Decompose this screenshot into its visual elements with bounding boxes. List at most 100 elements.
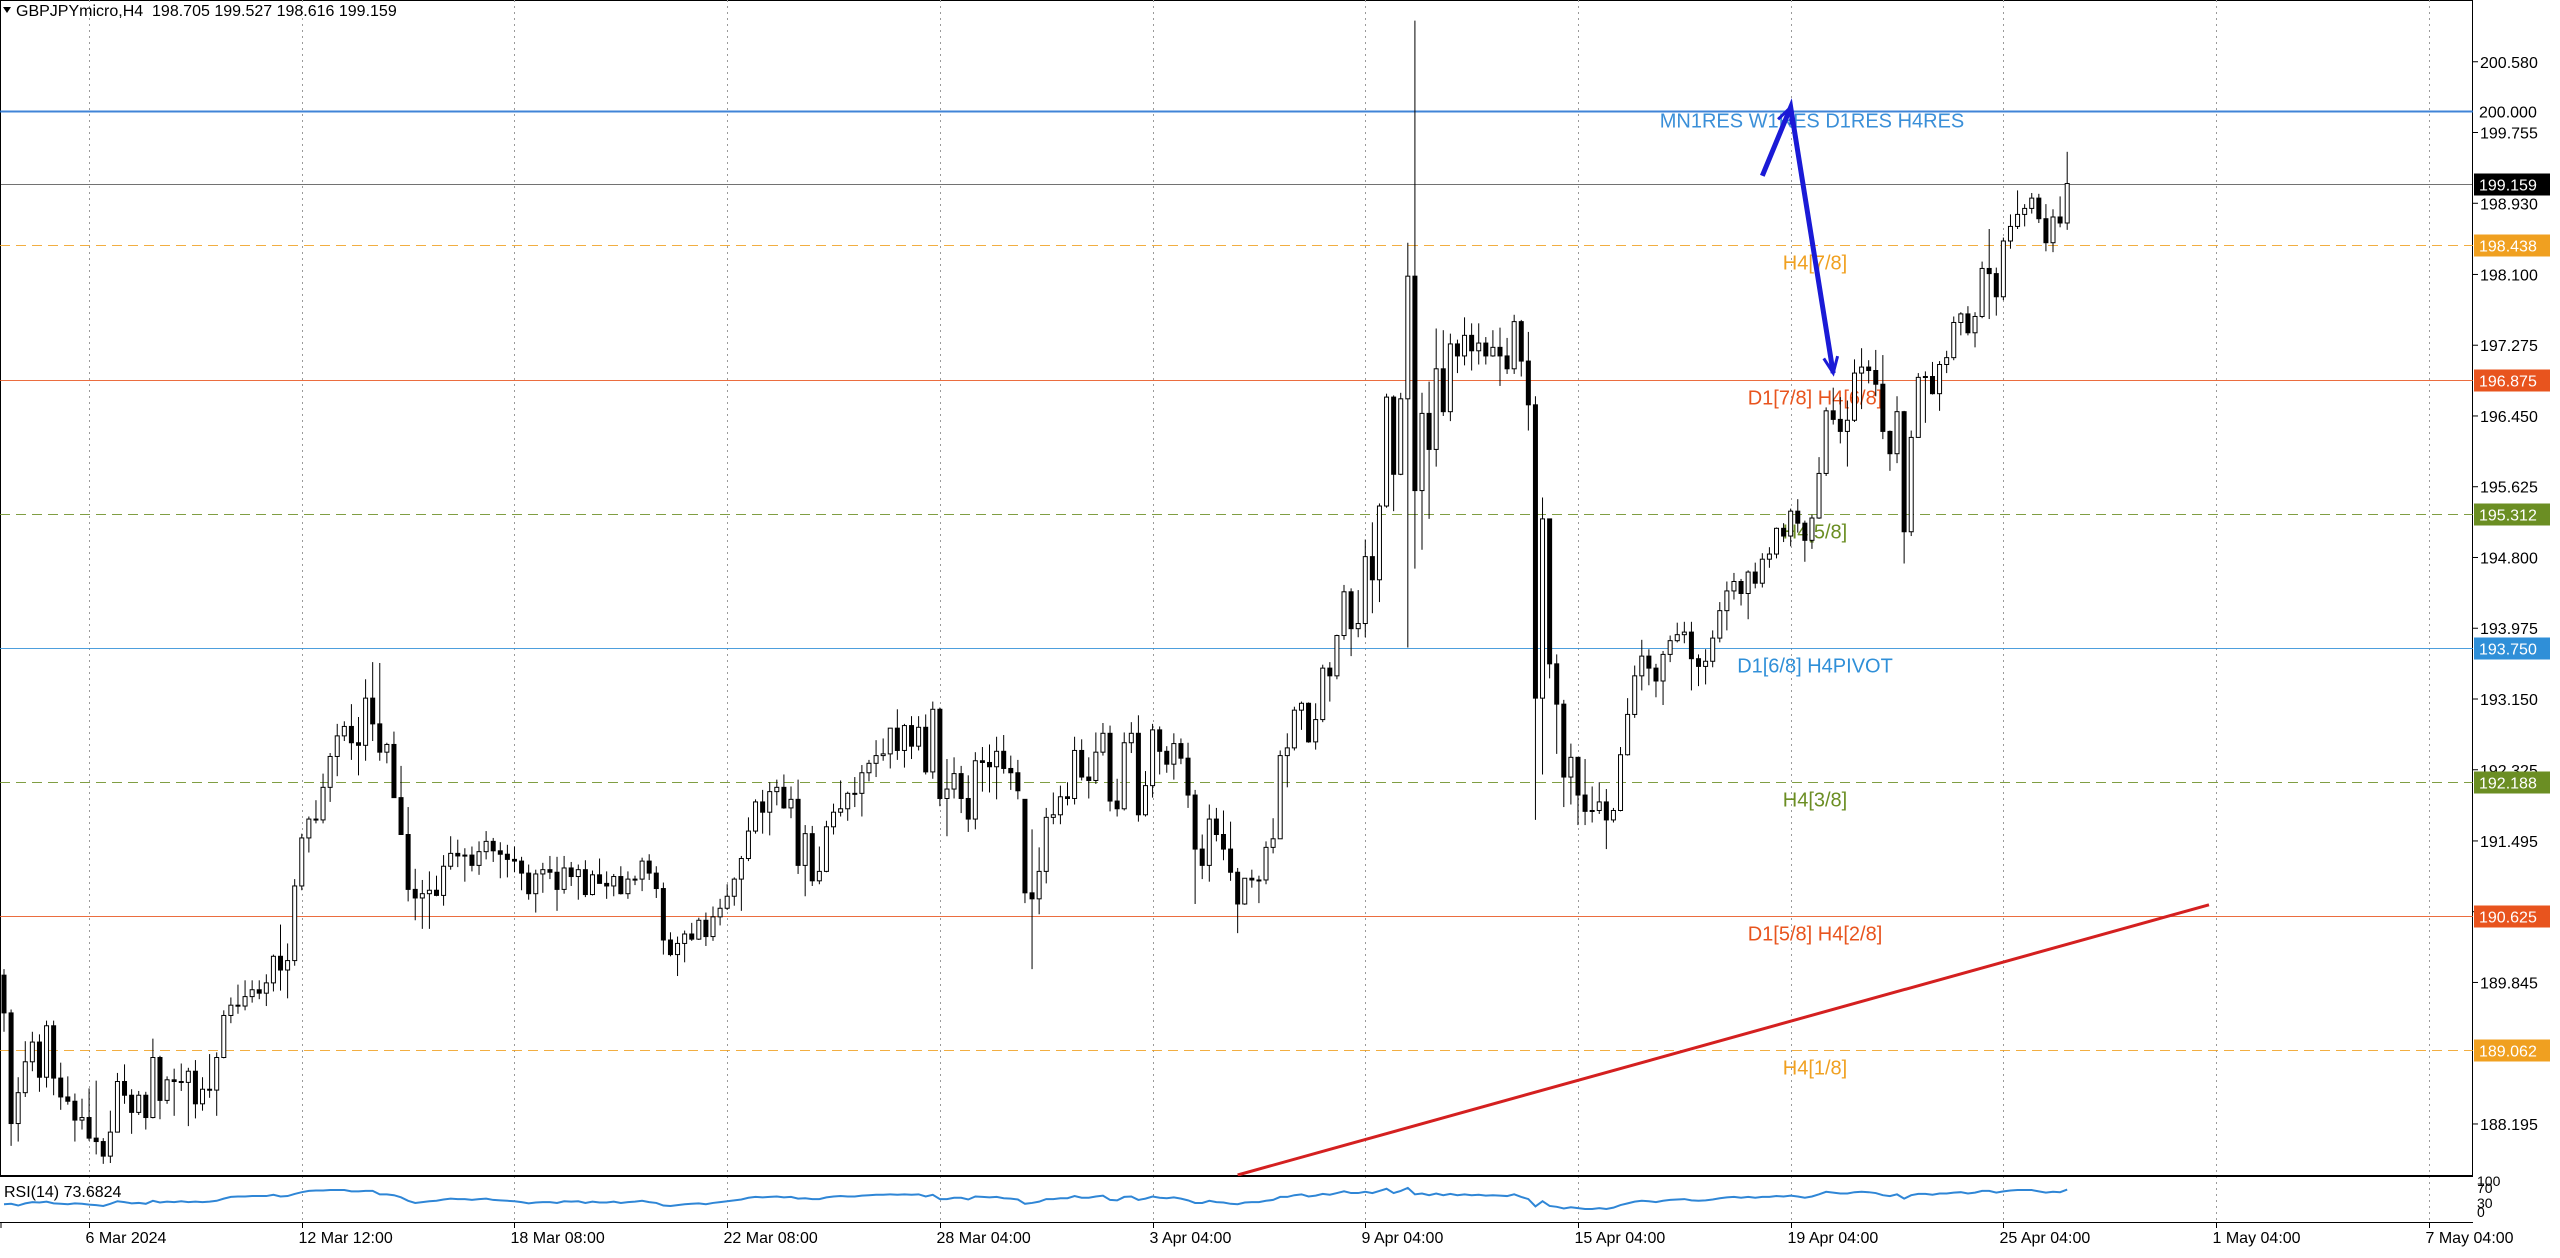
- candle-body: [1796, 511, 1800, 523]
- candle-body: [739, 859, 743, 880]
- level-annotation: H4[1/8]: [1783, 1058, 1847, 1080]
- symbol-header: GBPJPYmicro,H4 198.705 199.527 198.616 1…: [16, 3, 397, 20]
- candle-body: [945, 789, 949, 798]
- candle-body: [115, 1082, 119, 1133]
- candle: [222, 1010, 226, 1058]
- candle: [931, 702, 935, 779]
- candle-body: [1909, 437, 1913, 531]
- candle-body: [1852, 373, 1856, 420]
- candle-body: [1434, 369, 1438, 450]
- candle-body: [1484, 343, 1488, 356]
- candle-body: [2008, 226, 2012, 241]
- candle-body: [108, 1132, 112, 1156]
- rsi-scale-label: 0: [2477, 1204, 2485, 1220]
- candle-body: [1207, 819, 1211, 865]
- candle: [1775, 527, 1779, 558]
- candle-body: [52, 1026, 56, 1078]
- candle-body: [1746, 572, 1750, 593]
- candle-body: [973, 761, 977, 819]
- candle-body: [775, 787, 779, 791]
- price-tick-label: 188.195: [2480, 1117, 2538, 1134]
- candle: [1952, 316, 1956, 360]
- candle-body: [307, 819, 311, 838]
- price-tag-label: 199.159: [2479, 178, 2537, 195]
- candle-body: [1087, 777, 1091, 780]
- candle-body: [1732, 581, 1736, 590]
- candle-body: [590, 875, 594, 895]
- candle-body: [874, 756, 878, 764]
- price-tick-label: 198.100: [2480, 267, 2538, 284]
- candle-body: [279, 956, 283, 970]
- candle-body: [385, 744, 389, 752]
- candle-body: [186, 1071, 190, 1082]
- candle-body: [931, 709, 935, 772]
- candle-body: [1555, 664, 1559, 704]
- candle-body: [541, 870, 545, 874]
- candle: [1243, 878, 1247, 905]
- candle-body: [768, 792, 772, 813]
- candle-body: [1321, 668, 1325, 719]
- candle-body: [1505, 356, 1509, 369]
- candle-body: [1051, 815, 1055, 818]
- candle-body: [172, 1080, 176, 1082]
- candle-body: [442, 866, 446, 895]
- candle-body: [1626, 714, 1630, 754]
- candle-body: [406, 835, 410, 890]
- candle: [1611, 808, 1615, 823]
- candle-body: [1377, 506, 1381, 580]
- time-tick-label: 3 Apr 04:00: [1150, 1230, 1232, 1247]
- candle-body: [612, 877, 616, 886]
- candle-body: [2030, 198, 2034, 208]
- candle-body: [910, 726, 914, 747]
- candle-body: [1725, 591, 1729, 611]
- candle-body: [711, 917, 715, 937]
- candle-body: [598, 875, 602, 884]
- candle-body: [761, 802, 765, 812]
- candle: [1278, 750, 1282, 838]
- candle-body: [1845, 420, 1849, 431]
- candle-body: [1094, 752, 1098, 780]
- candle-body: [1569, 757, 1573, 777]
- candle-body: [732, 879, 736, 896]
- candle-body: [2023, 208, 2027, 214]
- candle-body: [1002, 751, 1006, 768]
- candle-body: [626, 879, 630, 894]
- candle-body: [1236, 872, 1240, 904]
- price-axis[interactable]: 200.580199.755198.930198.100197.275196.4…: [2473, 55, 2550, 1220]
- candle-body: [917, 727, 921, 746]
- candle-body: [1590, 810, 1594, 811]
- candle-body: [520, 861, 524, 873]
- candle-body: [1264, 847, 1268, 880]
- candle: [1448, 334, 1452, 421]
- candle-body: [1335, 636, 1339, 676]
- candle-body: [420, 894, 424, 898]
- candle-body: [1214, 819, 1218, 834]
- candle-body: [484, 841, 488, 851]
- candle: [810, 826, 814, 886]
- candle-body: [1838, 419, 1842, 431]
- candle-body: [1597, 802, 1601, 811]
- candle-body: [938, 709, 942, 798]
- candle-body: [1491, 347, 1495, 356]
- candle-body: [1037, 871, 1041, 898]
- candle-body: [952, 774, 956, 789]
- price-tick-label: 191.495: [2480, 834, 2538, 851]
- candle-body: [1874, 371, 1878, 385]
- candle-body: [1987, 268, 1991, 273]
- price-tick-label: 195.625: [2480, 480, 2538, 497]
- candle-body: [243, 997, 247, 1006]
- candle-body: [782, 787, 786, 808]
- candle-body: [1994, 274, 1998, 297]
- candle-body: [463, 855, 467, 856]
- candle-body: [633, 879, 637, 880]
- candle: [1909, 431, 1913, 536]
- candle-body: [1860, 367, 1864, 373]
- candle-body: [1023, 799, 1027, 892]
- candle-body: [286, 961, 290, 970]
- candle-body: [399, 798, 403, 835]
- candle-body: [576, 870, 580, 877]
- candle-body: [683, 934, 687, 943]
